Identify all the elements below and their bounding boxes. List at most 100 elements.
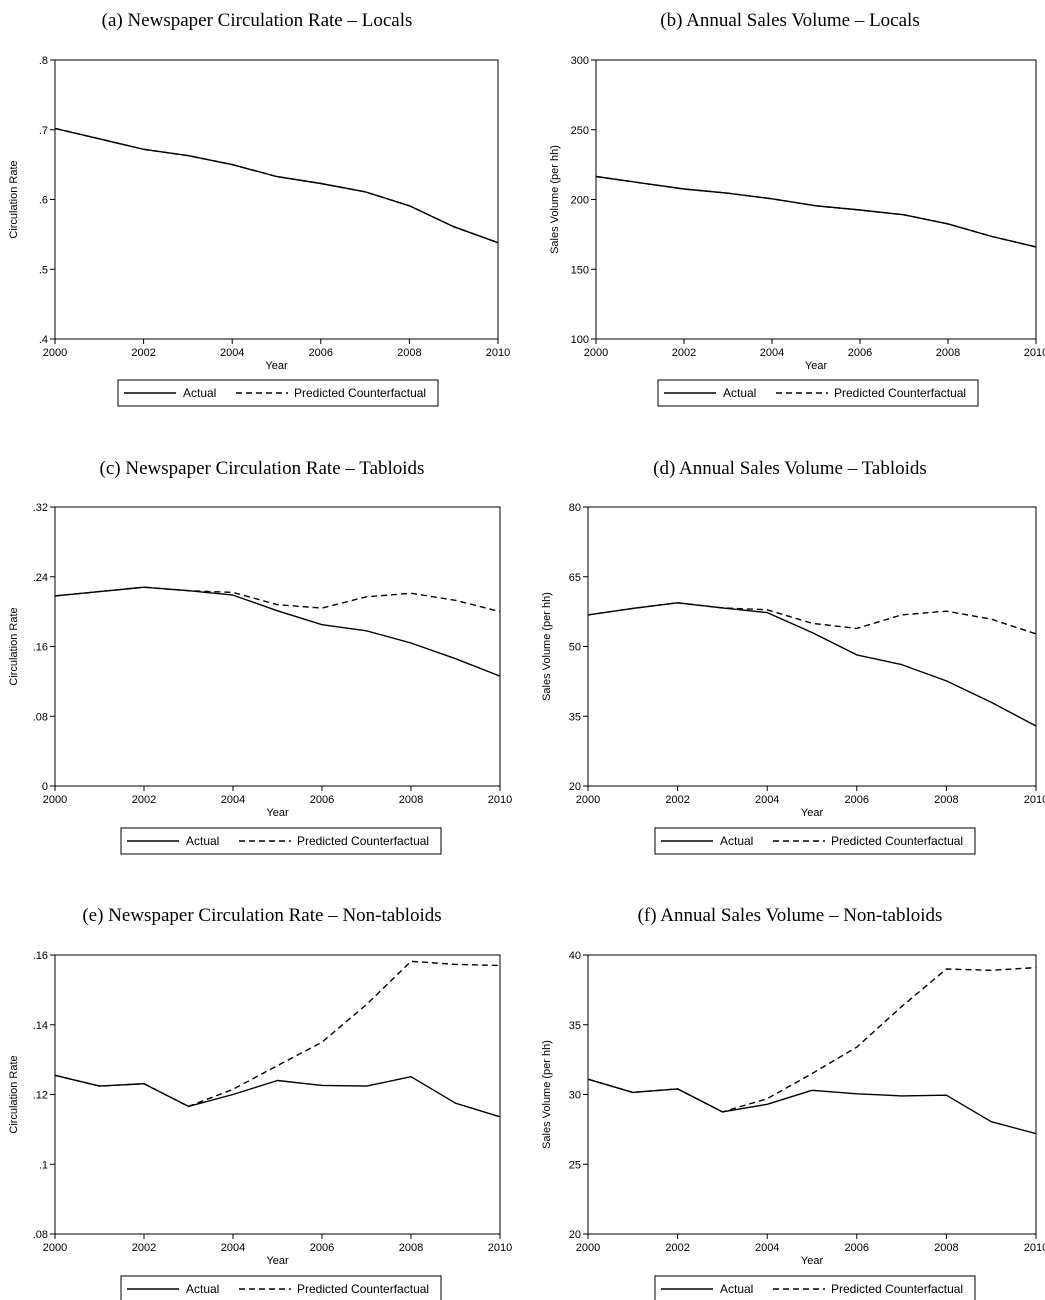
series-line-actual <box>587 1078 1037 1135</box>
x-tick-label: 2002 <box>672 347 696 359</box>
x-axis-title: Year <box>265 360 288 372</box>
x-tick-label: 2006 <box>310 794 334 806</box>
y-tick-label: 35 <box>569 1020 581 1032</box>
legend-label-actual: Actual <box>723 386 756 400</box>
x-tick-label: 2008 <box>399 1242 423 1254</box>
x-tick-label: 2002 <box>131 347 155 359</box>
x-tick-label: 2000 <box>576 794 600 806</box>
y-tick-label: 40 <box>569 950 581 962</box>
x-tick-label: 2000 <box>43 794 67 806</box>
plot-frame <box>587 954 1037 1235</box>
x-tick-label: 2002 <box>132 1242 156 1254</box>
legend-label-actual: Actual <box>720 1282 753 1296</box>
x-tick-label: 2000 <box>576 1242 600 1254</box>
series-line-actual <box>54 1074 501 1118</box>
y-tick-label: 65 <box>569 572 581 584</box>
series-line-actual <box>54 586 501 677</box>
x-tick-label: 2006 <box>310 1242 334 1254</box>
chart-panel-1: (a) Newspaper Circulation Rate – Locals 2… <box>8 10 510 407</box>
x-tick-label: 2002 <box>132 794 156 806</box>
x-tick-label: 2010 <box>488 1242 512 1254</box>
y-axis-title: Sales Volume (per hh) <box>541 592 553 701</box>
x-tick-label: 2010 <box>488 794 512 806</box>
series-line-predicted-counterfactual <box>595 175 1037 248</box>
legend: Actual Predicted Counterfactual <box>120 827 442 855</box>
x-tick-label: 2000 <box>584 347 608 359</box>
series-line-predicted-counterfactual <box>587 602 1037 635</box>
y-tick-label: 30 <box>569 1090 581 1102</box>
y-tick-label: .5 <box>39 264 48 276</box>
x-axis-title: Year <box>266 1255 289 1267</box>
y-axis-title: Circulation Rate <box>8 160 20 238</box>
y-tick-label: .16 <box>33 950 48 962</box>
y-tick-label: .16 <box>33 642 48 654</box>
series-line-predicted-counterfactual <box>54 586 501 613</box>
legend: Actual Predicted Counterfactual <box>654 827 976 855</box>
y-tick-label: .8 <box>39 55 48 67</box>
plot-frame <box>54 59 499 340</box>
y-tick-label: .4 <box>39 334 48 346</box>
y-tick-label: 50 <box>569 642 581 654</box>
x-axis-title: Year <box>801 807 824 819</box>
y-axis-title: Sales Volume (per hh) <box>549 145 561 254</box>
x-tick-label: 2004 <box>755 794 779 806</box>
y-tick-label: 20 <box>569 1229 581 1241</box>
x-tick-label: 2008 <box>399 794 423 806</box>
chart-title: (d) Annual Sales Volume – Tabloids <box>653 458 927 479</box>
x-tick-label: 2008 <box>397 347 421 359</box>
legend-label-predicted-counterfactual: Predicted Counterfactual <box>297 1282 429 1296</box>
y-tick-label: 20 <box>569 781 581 793</box>
legend-label-predicted-counterfactual: Predicted Counterfactual <box>294 386 426 400</box>
y-axis-title: Circulation Rate <box>8 1055 20 1133</box>
plot-frame <box>54 506 501 787</box>
y-tick-label: 150 <box>571 264 589 276</box>
x-tick-label: 2010 <box>1024 1242 1045 1254</box>
x-tick-label: 2008 <box>934 1242 958 1254</box>
y-tick-label: .08 <box>33 1229 48 1241</box>
legend-label-predicted-counterfactual: Predicted Counterfactual <box>831 834 963 848</box>
plot-frame <box>587 506 1037 787</box>
chart-title: (b) Annual Sales Volume – Locals <box>660 10 919 31</box>
x-tick-label: 2000 <box>43 347 67 359</box>
y-axis-title: Sales Volume (per hh) <box>541 1040 553 1149</box>
y-tick-label: 100 <box>571 334 589 346</box>
legend-label-actual: Actual <box>186 834 219 848</box>
y-tick-label: 35 <box>569 711 581 723</box>
x-axis-title: Year <box>266 807 289 819</box>
series-line-predicted-counterfactual <box>587 966 1037 1113</box>
y-tick-label: .12 <box>33 1090 48 1102</box>
series-line-actual <box>595 175 1037 248</box>
plot-frame <box>54 954 501 1235</box>
x-tick-label: 2010 <box>1024 794 1045 806</box>
legend: Actual Predicted Counterfactual <box>654 1275 976 1300</box>
series-line-actual <box>587 602 1037 727</box>
chart-panel-3: (c) Newspaper Circulation Rate – Tabloid… <box>8 458 512 855</box>
series-line-actual <box>54 127 499 244</box>
x-tick-label: 2004 <box>220 347 244 359</box>
y-tick-label: .32 <box>33 502 48 514</box>
x-tick-label: 2006 <box>845 1242 869 1254</box>
x-tick-label: 2008 <box>934 794 958 806</box>
y-tick-label: .14 <box>33 1020 48 1032</box>
y-tick-label: 250 <box>571 125 589 137</box>
x-axis-title: Year <box>801 1255 824 1267</box>
x-tick-label: 2000 <box>43 1242 67 1254</box>
legend-label-predicted-counterfactual: Predicted Counterfactual <box>831 1282 963 1296</box>
legend-box <box>120 1275 442 1300</box>
series-line-predicted-counterfactual <box>54 127 499 244</box>
y-tick-label: .24 <box>33 572 48 584</box>
x-tick-label: 2006 <box>309 347 333 359</box>
y-tick-label: .6 <box>39 195 48 207</box>
x-axis-title: Year <box>805 360 828 372</box>
y-tick-label: 200 <box>571 195 589 207</box>
legend-label-predicted-counterfactual: Predicted Counterfactual <box>834 386 966 400</box>
plot-frame <box>595 59 1037 340</box>
x-tick-label: 2008 <box>936 347 960 359</box>
y-tick-label: .1 <box>39 1159 48 1171</box>
legend: Actual Predicted Counterfactual <box>117 379 439 407</box>
legend-label-actual: Actual <box>720 834 753 848</box>
legend-label-predicted-counterfactual: Predicted Counterfactual <box>297 834 429 848</box>
x-tick-label: 2004 <box>755 1242 779 1254</box>
y-tick-label: .7 <box>39 125 48 137</box>
